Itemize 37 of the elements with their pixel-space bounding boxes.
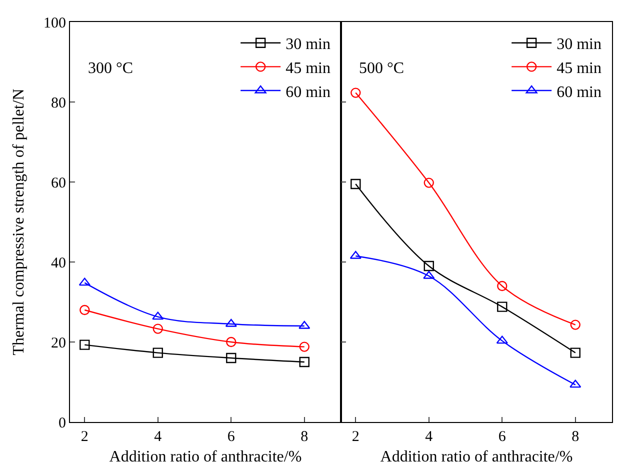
x-tick-label: 6 xyxy=(227,429,236,445)
point xyxy=(570,380,582,388)
point xyxy=(424,178,434,188)
point xyxy=(497,302,508,312)
point xyxy=(350,88,361,98)
point xyxy=(497,280,508,292)
x-tick-label: 8 xyxy=(572,429,580,445)
y-tick-label: 80 xyxy=(51,95,66,112)
x-axis-title: Addition ratio of anthracite/% xyxy=(109,448,302,466)
point xyxy=(424,260,434,272)
y-tick-label: 60 xyxy=(51,175,66,192)
legend-label: 30 min xyxy=(556,36,602,54)
annotation: 300 °C xyxy=(88,60,134,77)
x-tick-label: 8 xyxy=(300,429,308,445)
point xyxy=(350,178,361,190)
annotation: 500 °C xyxy=(359,60,404,77)
legend-label: 60 min xyxy=(286,84,330,101)
x-tick-label: 6 xyxy=(498,429,506,445)
y-tick-label: 0 xyxy=(58,415,66,432)
x-tick-label: 4 xyxy=(154,429,162,445)
y-tick-label: 40 xyxy=(51,255,66,272)
x-axis-title: Addition ratio of anthracite/% xyxy=(380,448,573,466)
x-tick-label: 2 xyxy=(352,429,360,445)
legend-label: 30 min xyxy=(286,36,330,54)
x-tick-label: 4 xyxy=(425,429,434,445)
x-tick-label: 2 xyxy=(80,429,88,445)
y-tick-label: 100 xyxy=(44,15,66,32)
point xyxy=(570,320,580,330)
point xyxy=(496,336,508,344)
point xyxy=(350,250,362,259)
legend-label: 60 min xyxy=(556,84,602,101)
y-tick-label: 20 xyxy=(51,335,66,352)
point xyxy=(423,270,435,279)
point xyxy=(570,348,580,358)
y-axis-title: Thermal compressive strength of pellet/N xyxy=(10,88,28,356)
legend-label: 45 min xyxy=(286,60,330,77)
legend-label: 45 min xyxy=(556,60,602,77)
